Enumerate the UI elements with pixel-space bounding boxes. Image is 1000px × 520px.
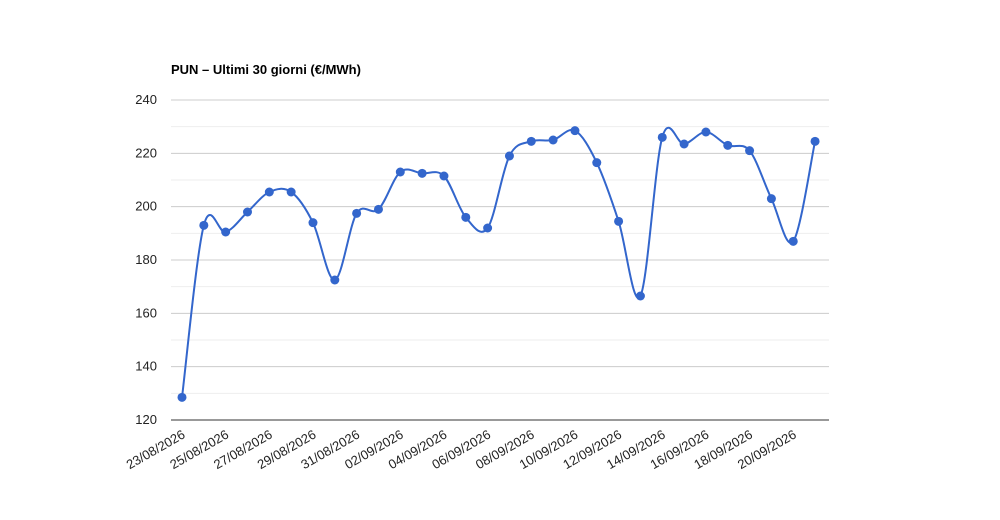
y-tick-label: 160 [135, 305, 157, 320]
data-point [352, 208, 362, 218]
y-axis-tick-labels: 120 140 160 180 200 220 240 [135, 92, 157, 427]
data-point [483, 223, 493, 233]
data-point [417, 168, 427, 178]
data-point [308, 218, 318, 228]
y-tick-label: 200 [135, 199, 157, 214]
series-line [181, 126, 817, 398]
data-point [614, 216, 624, 226]
data-point [286, 187, 296, 197]
data-point [461, 212, 471, 222]
y-tick-label: 180 [135, 252, 157, 267]
data-point [701, 127, 711, 137]
data-point [766, 194, 776, 204]
y-tick-label: 240 [135, 92, 157, 107]
y-tick-label: 140 [135, 359, 157, 374]
data-point [548, 135, 558, 145]
gridlines [171, 99, 829, 421]
data-point [679, 139, 689, 149]
data-point [570, 126, 580, 136]
data-point [439, 171, 449, 181]
data-point [657, 132, 667, 142]
minor-gridlines [171, 126, 829, 394]
y-tick-label: 220 [135, 145, 157, 160]
data-points [177, 126, 820, 402]
data-point [745, 146, 755, 156]
data-point [723, 140, 733, 150]
data-point [373, 204, 383, 214]
data-point [330, 275, 340, 285]
y-tick-label: 120 [135, 412, 157, 427]
data-point [221, 227, 231, 237]
data-point [242, 207, 252, 217]
data-point [526, 136, 536, 146]
data-point [635, 291, 645, 301]
data-point [177, 392, 187, 402]
data-point [199, 220, 209, 230]
chart-title: PUN – Ultimi 30 giorni (€/MWh) [171, 62, 361, 77]
data-point [264, 187, 274, 197]
data-point [592, 158, 602, 168]
data-point [504, 151, 514, 161]
data-point [788, 236, 798, 246]
x-axis-tick-labels: 23/08/202625/08/202627/08/202629/08/2026… [124, 427, 799, 473]
data-point [810, 136, 820, 146]
data-point [395, 167, 405, 177]
